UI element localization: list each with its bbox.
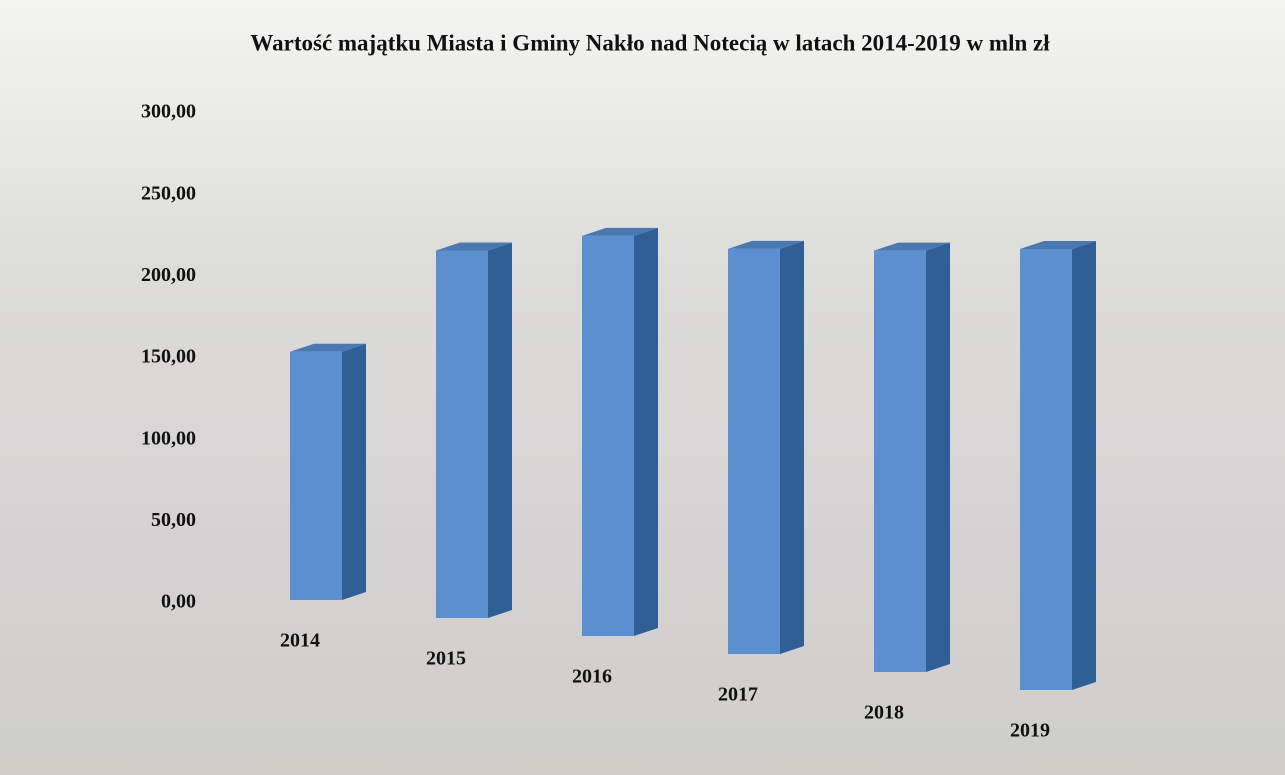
bar-side: [342, 344, 366, 600]
x-tick-label: 2018: [864, 702, 904, 724]
bar: [290, 352, 342, 600]
x-tick-label: 2014: [280, 630, 320, 652]
bar-side: [926, 243, 950, 672]
bar-side: [1072, 241, 1096, 690]
y-tick-label: 150,00: [141, 346, 196, 368]
bar-side: [488, 243, 512, 619]
x-tick-label: 2017: [718, 684, 758, 706]
y-tick-label: 300,00: [141, 101, 196, 123]
bar: [874, 251, 926, 672]
y-tick-label: 0,00: [161, 591, 196, 613]
bar-side: [780, 241, 804, 654]
bar: [582, 236, 634, 636]
bar: [728, 249, 780, 654]
y-tick-label: 200,00: [141, 264, 196, 286]
x-tick-label: 2016: [572, 666, 612, 688]
y-tick-label: 50,00: [151, 509, 196, 531]
x-tick-label: 2019: [1010, 720, 1050, 742]
y-tick-label: 100,00: [141, 427, 196, 449]
y-tick-label: 250,00: [141, 182, 196, 204]
chart-title: Wartość majątku Miasta i Gminy Nakło nad…: [250, 30, 1050, 55]
x-tick-label: 2015: [426, 648, 466, 670]
bar: [1020, 249, 1072, 690]
bar: [436, 251, 488, 619]
bar-side: [634, 228, 658, 636]
chart: Wartość majątku Miasta i Gminy Nakło nad…: [0, 0, 1285, 775]
